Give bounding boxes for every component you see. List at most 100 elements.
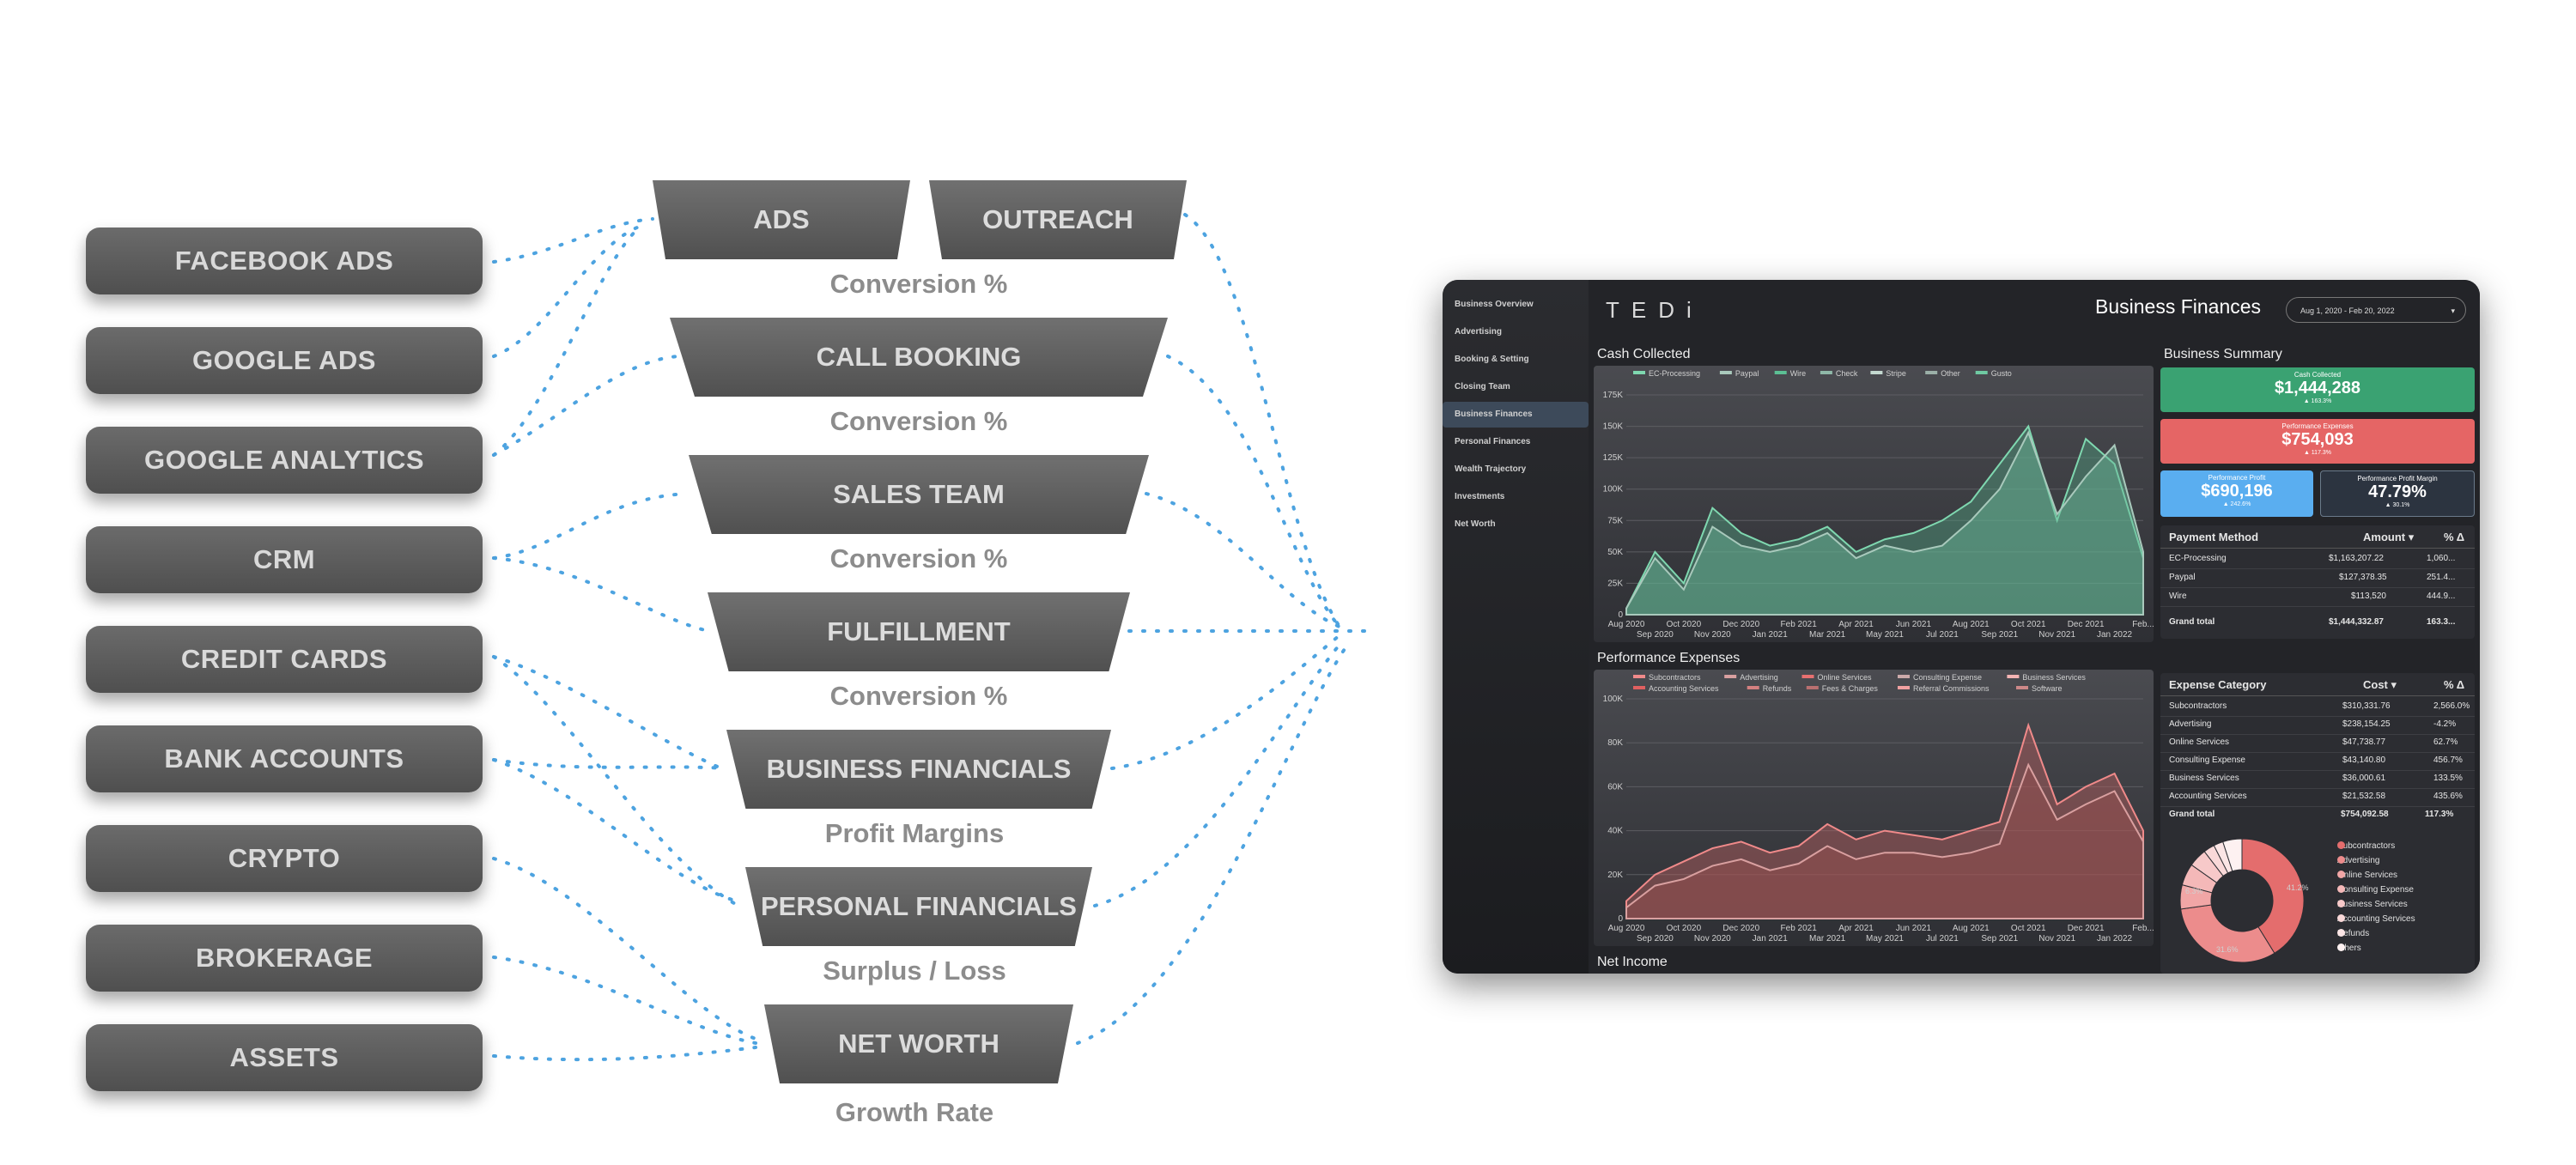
donut-legend-item: Subcontractors [2337, 841, 2396, 851]
legend-label: Referral Commissions [1913, 684, 1990, 693]
table-total-row: Grand total $754,092.58 117.3% [2169, 810, 2454, 819]
stage-fulfillment: FULFILLMENT [708, 592, 1130, 671]
table-row: Consulting Expense $43,140.80 456.7% [2160, 753, 2475, 771]
business-summary-title: Business Summary [2164, 347, 2282, 361]
dashboard-preview: Business Overview Advertising Booking & … [1443, 280, 2480, 974]
x-tick-label: Sep 2020 [1637, 934, 1674, 944]
legend-swatch [1806, 686, 1819, 689]
col-change[interactable]: % Δ [2444, 531, 2465, 543]
donut-legend-item: Accounting Services [2337, 914, 2415, 924]
x-tick-label: Apr 2021 [1838, 620, 1874, 629]
nav-wealth-trajectory[interactable]: Wealth Trajectory [1455, 464, 1527, 474]
donut-legend-item: Advertising [2337, 856, 2380, 865]
donut-label: 6.3% [2185, 887, 2203, 895]
dashboard-sidebar: Business Overview Advertising Booking & … [1443, 280, 1589, 974]
legend-swatch [1870, 371, 1883, 374]
stage-call-booking: CALL BOOKING [670, 318, 1168, 397]
donut-legend-item: Online Services [2337, 871, 2398, 880]
source-assets: ASSETS [86, 1024, 483, 1091]
nav-business-finances[interactable]: Business Finances [1443, 402, 1589, 428]
x-tick-label: Jan 2021 [1753, 934, 1789, 944]
table-row: Wire $113,520 444.9... [2160, 589, 2475, 607]
legend-swatch [1633, 371, 1645, 374]
x-tick-label: May 2021 [1866, 630, 1904, 640]
date-range-picker[interactable]: Aug 1, 2020 - Feb 20, 2022 ▾ [2286, 297, 2466, 323]
col-amount[interactable]: Amount ▾ [2363, 531, 2415, 543]
nav-personal-finances[interactable]: Personal Finances [1455, 437, 1531, 446]
nav-closing-team[interactable]: Closing Team [1455, 382, 1510, 391]
source-google-ads: GOOGLE ADS [86, 327, 483, 394]
x-tick-label: Feb 2021 [1781, 924, 1818, 933]
source-credit-cards: CREDIT CARDS [86, 626, 483, 693]
net-income-title: Net Income [1597, 955, 1668, 969]
y-tick-label: 25K [1607, 579, 1623, 588]
donut-label: 31.6% [2216, 945, 2239, 954]
page-title: Business Finances [2095, 295, 2262, 318]
legend-label: Paypal [1735, 369, 1759, 378]
stage-personal-financials: PERSONAL FINANCIALS [745, 867, 1092, 946]
table-header: Expense Category Cost ▾ % Δ [2160, 673, 2475, 696]
x-tick-label: Dec 2020 [1722, 924, 1759, 933]
y-tick-label: 0 [1618, 610, 1623, 620]
y-tick-label: 125K [1603, 453, 1624, 463]
legend-dot-icon [2337, 929, 2345, 937]
y-tick-label: 100K [1603, 485, 1624, 495]
performance-expenses-title: Performance Expenses [1597, 651, 1741, 665]
x-tick-label: Aug 2020 [1608, 924, 1645, 933]
legend-label: Software [2032, 684, 2063, 693]
y-tick-label: 150K [1603, 422, 1624, 432]
nav-net-worth[interactable]: Net Worth [1455, 519, 1496, 529]
legend-label: Gusto [1991, 369, 2012, 378]
table-row: Subcontractors $310,331.76 2,566.0% [2160, 699, 2475, 717]
col-cost[interactable]: Cost ▾ [2363, 678, 2397, 691]
x-tick-label: Dec 2021 [2068, 620, 2105, 629]
kpi-value: $690,196 [2201, 482, 2273, 501]
legend-label: Advertising [1740, 673, 1778, 682]
y-tick-label: 60K [1607, 782, 1623, 792]
col-change[interactable]: % Δ [2444, 678, 2465, 691]
stage-business-financials: BUSINESS FINANCIALS [726, 730, 1111, 809]
legend-label: Stripe [1886, 369, 1906, 378]
donut-slice [2180, 904, 2275, 963]
table-header: Payment Method Amount ▾ % Δ [2160, 525, 2475, 549]
nav-business-overview[interactable]: Business Overview [1455, 300, 1534, 309]
source-crypto: CRYPTO [86, 825, 483, 892]
legend-swatch [1898, 675, 1910, 678]
x-tick-label: Jun 2021 [1896, 924, 1932, 933]
legend-label: Subcontractors [1649, 673, 1701, 682]
x-tick-label: Sep 2021 [1981, 934, 2018, 944]
nav-investments[interactable]: Investments [1455, 492, 1505, 501]
brand-logo: TEDi [1606, 297, 1704, 323]
table-row: EC-Processing $1,163,207.22 1,060... [2160, 551, 2475, 569]
legend-swatch [1747, 686, 1759, 689]
donut-slice [2222, 838, 2243, 872]
x-tick-label: May 2021 [1866, 934, 1904, 944]
x-tick-label: Nov 2020 [1694, 630, 1731, 640]
col-payment-method[interactable]: Payment Method [2169, 531, 2259, 543]
x-tick-label: Feb... [2132, 924, 2154, 933]
y-tick-label: 100K [1603, 695, 1624, 704]
x-tick-label: Jul 2021 [1926, 630, 1959, 640]
payment-method-table: Payment Method Amount ▾ % Δ EC-Processin… [2160, 525, 2475, 639]
x-tick-label: Jan 2022 [2097, 934, 2133, 944]
x-tick-label: Feb 2021 [1781, 620, 1818, 629]
legend-label: Consulting Expense [1913, 673, 1982, 682]
kpi-change: ▲ 242.6% [2222, 501, 2251, 507]
legend-swatch [1820, 371, 1832, 374]
y-tick-label: 0 [1618, 914, 1623, 924]
metric-conversion-outreach: Conversion % [829, 269, 1008, 299]
kpi-performance-profit: Performance Profit $690,196 ▲ 242.6% [2160, 470, 2313, 517]
nav-booking-setting[interactable]: Booking & Setting [1455, 355, 1529, 364]
legend-swatch [1801, 675, 1814, 678]
x-tick-label: Sep 2020 [1637, 630, 1674, 640]
x-tick-label: Aug 2021 [1953, 620, 1990, 629]
nav-advertising[interactable]: Advertising [1455, 327, 1503, 337]
y-tick-label: 80K [1607, 738, 1623, 748]
kpi-label: Performance Profit Margin [2357, 475, 2438, 482]
legend-label: EC-Processing [1649, 369, 1700, 378]
x-tick-label: Aug 2021 [1953, 924, 1990, 933]
cash-collected-chart: 175K 150K 125K 100K 75K 50K 25K 0 EC-Processing P… [1603, 369, 2154, 640]
x-tick-label: Jan 2021 [1753, 630, 1789, 640]
col-expense-category[interactable]: Expense Category [2169, 678, 2267, 691]
